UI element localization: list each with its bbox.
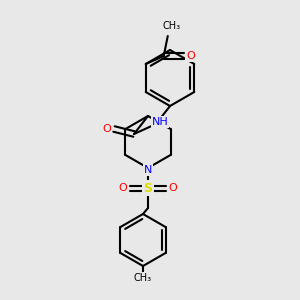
Text: O: O <box>169 183 177 193</box>
Text: O: O <box>186 51 195 61</box>
Text: N: N <box>144 165 152 175</box>
Text: NH: NH <box>152 117 168 127</box>
Text: CH₃: CH₃ <box>163 21 181 31</box>
Text: O: O <box>118 183 127 193</box>
Text: S: S <box>143 182 152 194</box>
Text: O: O <box>103 124 111 134</box>
Text: CH₃: CH₃ <box>134 273 152 283</box>
